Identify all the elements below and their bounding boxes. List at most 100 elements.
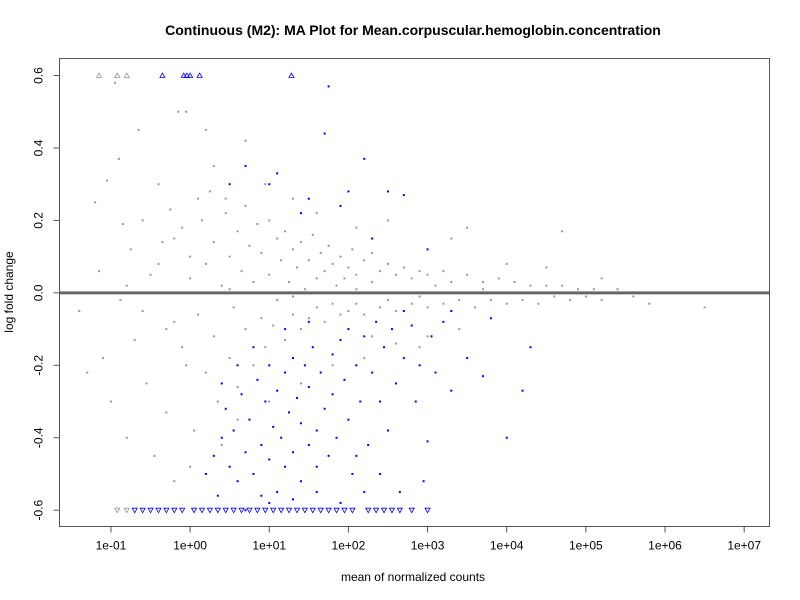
point-significant	[284, 371, 287, 374]
point-significant	[280, 436, 283, 439]
point-significant	[363, 335, 366, 338]
clipped-point-bottom-marker	[349, 507, 356, 514]
point-not-significant	[276, 299, 279, 302]
point-significant	[264, 400, 267, 403]
point-not-significant	[600, 277, 603, 280]
point-not-significant	[529, 284, 532, 287]
point-not-significant	[450, 280, 453, 283]
point-not-significant	[458, 299, 461, 302]
point-not-significant	[331, 364, 334, 367]
point-not-significant	[169, 208, 172, 211]
point-significant	[307, 197, 310, 200]
point-not-significant	[157, 262, 160, 265]
point-not-significant	[299, 241, 302, 244]
point-not-significant	[331, 302, 334, 305]
point-not-significant	[268, 400, 271, 403]
point-significant	[355, 454, 358, 457]
point-significant	[422, 480, 425, 483]
point-not-significant	[197, 197, 200, 200]
point-not-significant	[78, 309, 81, 312]
point-significant	[240, 393, 243, 396]
y-tick-label: 0.0	[32, 284, 46, 301]
point-not-significant	[466, 226, 469, 229]
point-not-significant	[466, 273, 469, 276]
point-not-significant	[212, 241, 215, 244]
point-not-significant	[204, 128, 207, 131]
point-not-significant	[347, 266, 350, 269]
point-significant	[292, 451, 295, 454]
point-significant	[248, 418, 251, 421]
point-not-significant	[315, 277, 318, 280]
point-significant	[299, 480, 302, 483]
point-not-significant	[165, 411, 168, 414]
clipped-point-bottom-marker	[147, 507, 154, 514]
point-significant	[307, 386, 310, 389]
clipped-point-bottom-marker	[139, 507, 146, 514]
point-not-significant	[284, 338, 287, 341]
point-significant	[529, 346, 532, 349]
clipped-point-bottom-marker	[179, 507, 186, 514]
clipped-point-bottom-marker	[317, 507, 324, 514]
point-not-significant	[307, 317, 310, 320]
point-not-significant	[327, 244, 330, 247]
point-significant	[339, 501, 342, 504]
point-significant	[327, 454, 330, 457]
point-not-significant	[299, 328, 302, 331]
point-not-significant	[200, 219, 203, 222]
point-significant	[224, 407, 227, 410]
point-significant	[299, 422, 302, 425]
point-significant	[244, 165, 247, 168]
y-axis-label: log fold change	[2, 251, 16, 333]
point-significant	[284, 465, 287, 468]
point-not-significant	[276, 237, 279, 240]
x-axis: 1e-01 1e+00 1e+01 1e+02 1e+03 1e+04 1e+05 1e+06…	[96, 526, 761, 553]
point-not-significant	[208, 190, 211, 193]
point-not-significant	[371, 252, 374, 255]
point-not-significant	[553, 295, 556, 298]
point-significant	[216, 494, 219, 497]
point-significant	[367, 443, 370, 446]
point-not-significant	[252, 364, 255, 367]
clipped-point-bottom-marker	[325, 507, 332, 514]
point-not-significant	[197, 313, 200, 316]
point-not-significant	[343, 277, 346, 280]
point-not-significant	[489, 299, 492, 302]
clipped-point-bottom-marker	[285, 507, 293, 514]
point-significant	[410, 324, 413, 327]
point-significant	[228, 465, 231, 468]
point-not-significant	[228, 357, 231, 360]
point-significant	[303, 364, 306, 367]
chart-title: Continuous (M2): MA Plot for Mean.corpus…	[165, 22, 661, 38]
point-significant	[284, 328, 287, 331]
x-tick-label: 1e+00	[173, 539, 207, 553]
point-significant	[327, 85, 330, 88]
point-not-significant	[260, 252, 263, 255]
point-not-significant	[355, 288, 358, 291]
point-not-significant	[244, 204, 247, 207]
point-not-significant	[109, 400, 112, 403]
point-significant	[276, 389, 279, 392]
point-significant	[268, 501, 271, 504]
clipped-point-bottom-marker	[309, 507, 316, 514]
x-tick-label: 1e+01	[252, 539, 286, 553]
clipped-point-bottom-marker	[171, 507, 178, 514]
point-not-significant	[394, 342, 397, 345]
point-not-significant	[284, 230, 287, 233]
point-not-significant	[379, 270, 382, 273]
point-significant	[311, 346, 314, 349]
point-significant	[236, 364, 239, 367]
point-significant	[375, 320, 378, 323]
point-significant	[228, 183, 231, 186]
point-not-significant	[355, 273, 358, 276]
point-not-significant	[105, 179, 108, 182]
point-not-significant	[426, 306, 429, 309]
point-not-significant	[315, 306, 318, 309]
clipped-point-top-marker	[180, 72, 187, 78]
point-significant	[414, 400, 417, 403]
point-significant	[390, 328, 393, 331]
point-significant	[315, 429, 318, 432]
point-not-significant	[133, 338, 136, 341]
points-layer	[78, 72, 706, 514]
point-not-significant	[418, 270, 421, 273]
point-significant	[323, 407, 326, 410]
